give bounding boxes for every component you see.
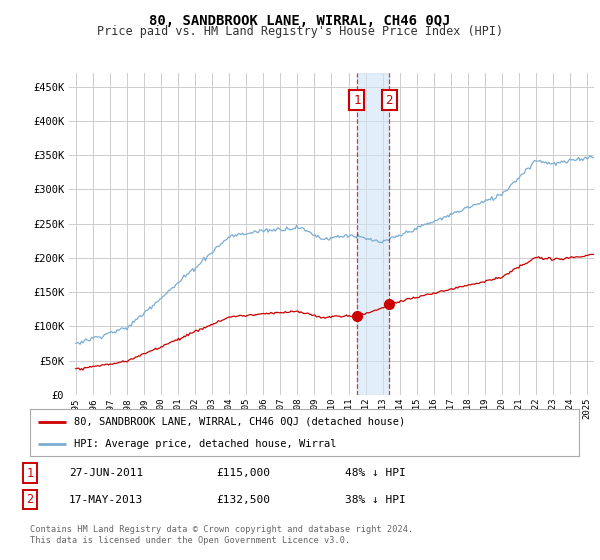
Text: 1: 1 — [353, 94, 361, 107]
Text: 17-MAY-2013: 17-MAY-2013 — [69, 494, 143, 505]
Bar — [357, 73, 389, 395]
Text: Contains HM Land Registry data © Crown copyright and database right 2024.
This d: Contains HM Land Registry data © Crown c… — [30, 525, 413, 545]
Text: HPI: Average price, detached house, Wirral: HPI: Average price, detached house, Wirr… — [74, 438, 337, 449]
Text: Price paid vs. HM Land Registry's House Price Index (HPI): Price paid vs. HM Land Registry's House … — [97, 25, 503, 38]
Text: 48% ↓ HPI: 48% ↓ HPI — [345, 468, 406, 478]
Text: 80, SANDBROOK LANE, WIRRAL, CH46 0QJ (detached house): 80, SANDBROOK LANE, WIRRAL, CH46 0QJ (de… — [74, 417, 405, 427]
Text: 38% ↓ HPI: 38% ↓ HPI — [345, 494, 406, 505]
Text: 27-JUN-2011: 27-JUN-2011 — [69, 468, 143, 478]
Text: 2: 2 — [385, 94, 393, 107]
Text: £132,500: £132,500 — [216, 494, 270, 505]
Text: 2: 2 — [26, 493, 34, 506]
Text: 80, SANDBROOK LANE, WIRRAL, CH46 0QJ: 80, SANDBROOK LANE, WIRRAL, CH46 0QJ — [149, 14, 451, 28]
Text: £115,000: £115,000 — [216, 468, 270, 478]
Text: 1: 1 — [26, 466, 34, 480]
